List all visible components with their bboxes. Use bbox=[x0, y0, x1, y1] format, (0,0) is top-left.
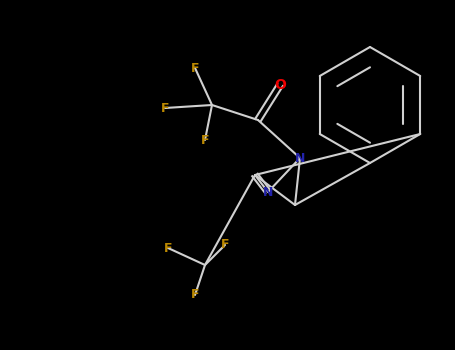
Text: F: F bbox=[221, 238, 229, 252]
Text: F: F bbox=[161, 102, 169, 114]
Text: F: F bbox=[164, 241, 172, 254]
Text: N: N bbox=[263, 186, 273, 198]
Text: F: F bbox=[191, 288, 199, 301]
Text: F: F bbox=[201, 133, 209, 147]
Text: F: F bbox=[191, 62, 199, 75]
Text: N: N bbox=[295, 152, 305, 164]
Text: O: O bbox=[274, 78, 286, 92]
